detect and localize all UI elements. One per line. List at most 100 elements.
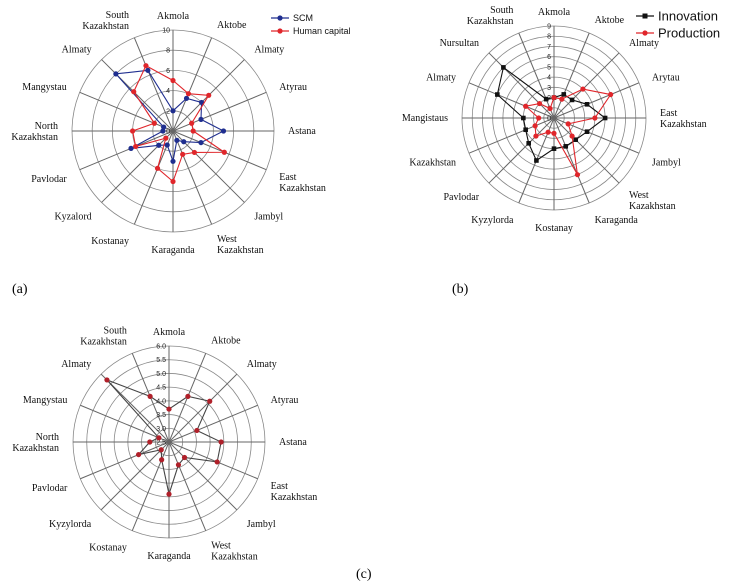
data-point — [547, 105, 553, 112]
data-point — [175, 462, 182, 468]
data-point — [113, 71, 119, 77]
category-label: South Kazakhstan — [467, 5, 514, 27]
category-label: Almaty — [254, 45, 284, 56]
spoke-line — [172, 130, 213, 225]
data-point — [170, 158, 176, 164]
spoke-line — [168, 441, 238, 511]
spoke-line — [79, 130, 174, 171]
spoke-line — [468, 82, 555, 119]
data-point — [190, 128, 196, 134]
category-label: Jambyl — [247, 519, 276, 530]
data-point — [218, 439, 224, 445]
data-point — [563, 144, 569, 149]
spoke-line — [168, 441, 258, 480]
data-point — [156, 435, 162, 441]
tick-label: 4 — [547, 75, 551, 82]
data-point — [181, 454, 188, 461]
data-point — [584, 129, 590, 134]
data-point — [220, 128, 227, 134]
data-point — [221, 149, 227, 155]
data-point — [565, 121, 571, 127]
tick-label: 8 — [547, 34, 551, 41]
tick-label: 3.0 — [156, 426, 166, 433]
category-label: Almaty — [247, 359, 277, 370]
data-point — [161, 124, 167, 130]
spoke-line — [518, 32, 555, 119]
data-point — [104, 377, 110, 383]
spoke-line — [131, 441, 170, 531]
data-point — [608, 91, 614, 98]
data-point — [198, 116, 204, 123]
data-point — [130, 128, 136, 134]
data-point — [523, 103, 529, 109]
category-label: North Kazakhstan — [12, 432, 59, 454]
tick-label: 4.0 — [156, 398, 166, 405]
spoke-line — [172, 37, 213, 132]
data-point — [551, 130, 557, 136]
data-point — [170, 108, 176, 114]
caption-b: (b) — [452, 282, 469, 297]
tick-label: 8 — [166, 48, 170, 55]
spoke-line — [172, 130, 267, 171]
category-label: Kyzalord — [54, 211, 91, 222]
data-point — [536, 100, 543, 107]
spoke-line — [79, 91, 174, 132]
data-point — [170, 77, 176, 84]
data-point — [180, 151, 186, 157]
data-point — [174, 137, 180, 143]
category-label: Mangistaus — [402, 113, 448, 124]
data-point — [154, 165, 161, 171]
category-label: Karaganda — [151, 245, 195, 256]
category-label: Kostanay — [535, 223, 573, 234]
data-point — [536, 115, 542, 121]
tick-label: 5 — [547, 64, 551, 71]
category-label: Pavlodar — [443, 192, 479, 203]
category-label: Almaty — [629, 38, 659, 49]
category-label: Atyrau — [271, 395, 299, 406]
legend-marker — [642, 13, 648, 19]
spoke-line — [80, 441, 170, 480]
tick-label: 6.0 — [156, 344, 166, 351]
data-point — [523, 127, 528, 133]
category-label: Pavlodar — [32, 483, 68, 494]
spoke-line — [80, 404, 170, 443]
category-label: West Kazakhstan — [211, 541, 258, 563]
legend-marker — [277, 28, 283, 34]
category-label: Kyzylorda — [471, 215, 514, 226]
category-label: South Kazakhstan — [82, 10, 129, 32]
category-label: Kazakhstan — [409, 158, 456, 169]
data-point — [569, 97, 575, 103]
category-label: Almaty — [61, 359, 91, 370]
radar-chart-c: 2.5 3.0 3.5 4.0 4.5 5.0 5.5 6.0 Akmola Aktobe Alma… — [12, 325, 317, 562]
category-label: Kostanay — [91, 236, 129, 247]
category-label: East Kazakhstan — [271, 481, 318, 503]
tick-label: 9 — [547, 24, 551, 31]
tick-label: 2.5 — [156, 440, 166, 447]
data-point — [185, 393, 191, 399]
data-point — [166, 406, 172, 412]
data-point — [191, 149, 198, 156]
category-label: East Kazakhstan — [279, 172, 326, 194]
data-point — [143, 63, 149, 69]
spoke-line — [101, 130, 174, 203]
data-point — [551, 94, 557, 101]
tick-label: 0 — [166, 129, 170, 136]
caption-c: (c) — [356, 567, 372, 581]
spoke-line — [553, 32, 590, 119]
data-point — [592, 115, 598, 121]
spoke-line — [553, 52, 620, 119]
category-label: Karaganda — [147, 551, 191, 562]
legend-label: Production — [658, 26, 720, 41]
tick-label: 6 — [166, 68, 170, 75]
data-point — [526, 140, 532, 146]
data-point — [147, 393, 153, 399]
data-point — [543, 96, 549, 102]
caption-a: (a) — [12, 282, 28, 297]
data-point — [183, 95, 190, 101]
data-point — [561, 92, 567, 97]
category-label: Kyzylorda — [49, 519, 92, 530]
data-point — [181, 139, 187, 145]
tick-label: 7 — [547, 44, 551, 51]
category-label: Karaganda — [595, 215, 639, 226]
